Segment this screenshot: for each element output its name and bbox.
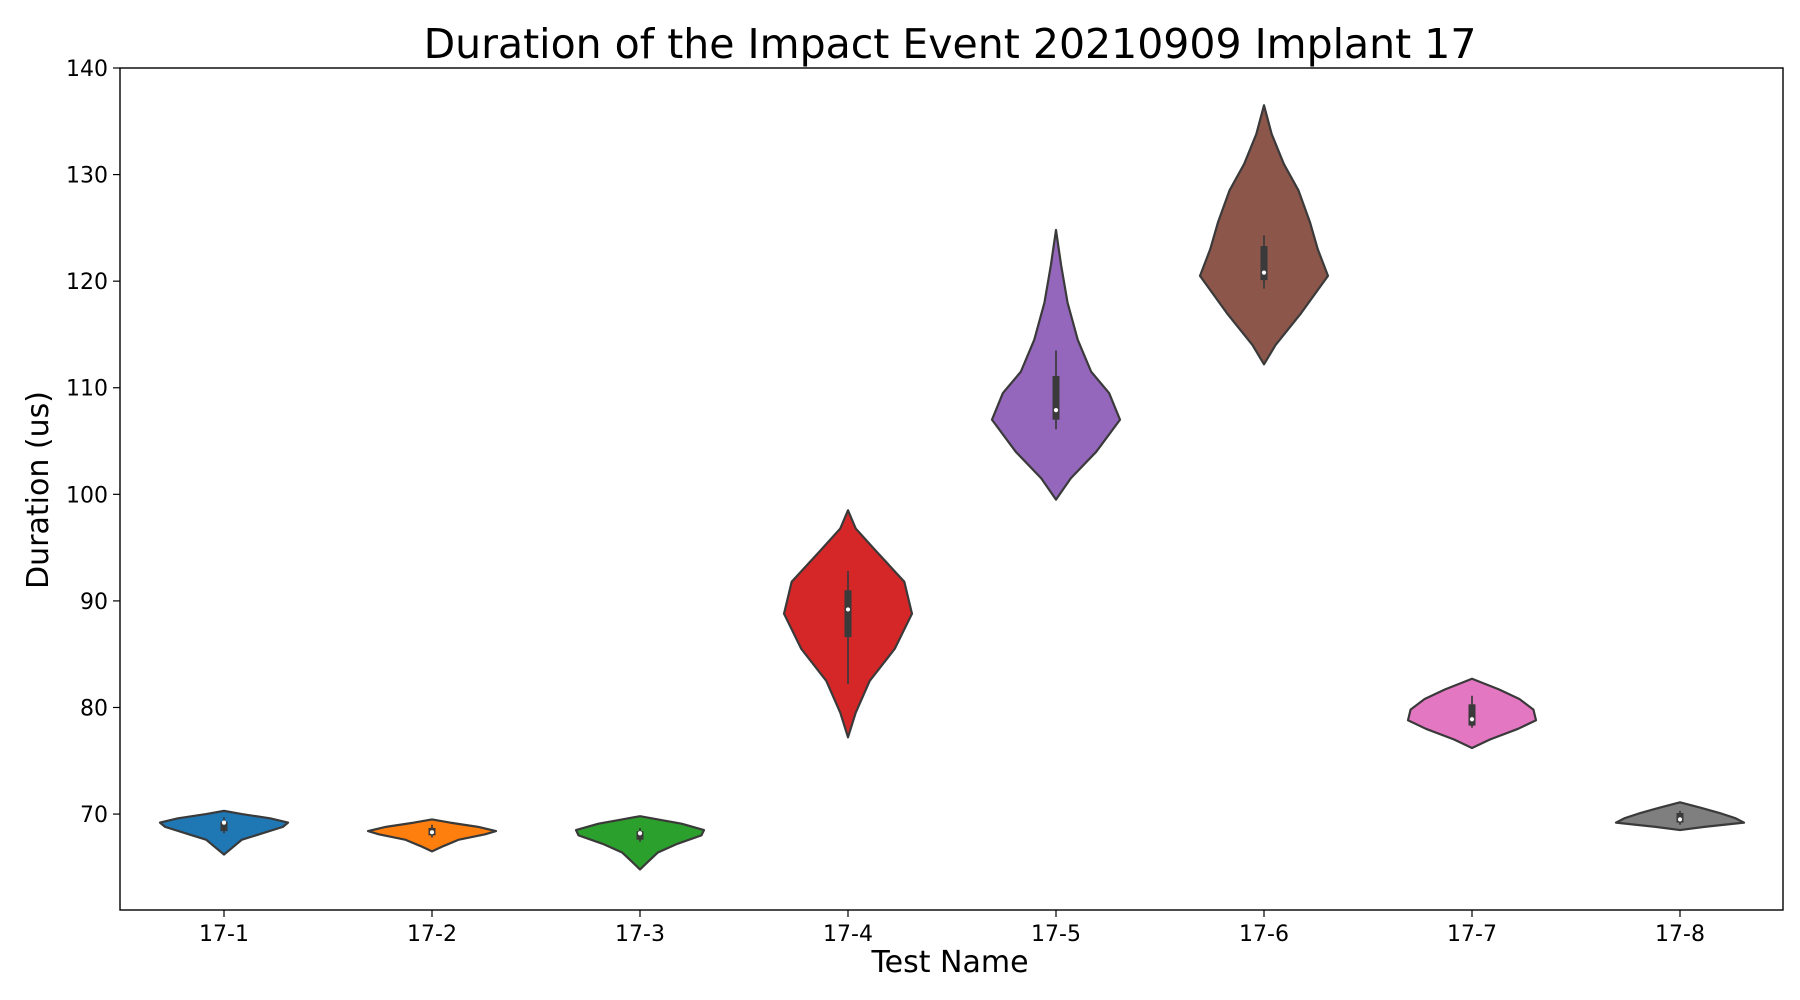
violin-median-17-8 [1677,817,1683,822]
plot-frame [119,67,1784,911]
violin-box-17-1 [220,821,228,832]
plot-area [119,67,1784,911]
violin-17-6 [1198,104,1330,366]
x-axis-label: Test Name [870,945,1028,980]
violin-box-17-4 [844,590,852,638]
violin-median-17-4 [845,607,851,612]
y-axis-label: Duration (us) [21,391,56,589]
violin-median-17-7 [1469,717,1475,722]
violin-median-17-3 [637,831,643,836]
violin-median-17-6 [1261,270,1267,275]
y-tick-label-80: 80 [80,696,108,721]
y-axis-ticks: 70 80 90 100 110 120 130 140 [66,57,120,828]
y-tick-label-130: 130 [66,164,108,189]
violin-17-3 [574,815,706,871]
violin-median-17-1 [221,820,227,825]
x-tick-label-17-2: 17-2 [407,922,457,947]
violin-box-17-7 [1468,704,1476,726]
chart-title: Duration of the Impact Event 20210909 Im… [424,20,1477,68]
x-tick-label-17-5: 17-5 [1031,922,1081,947]
y-tick-label-110: 110 [66,377,108,402]
y-tick-label-90: 90 [80,590,108,615]
violin-box-17-5 [1052,376,1060,420]
y-tick-label-100: 100 [66,483,108,508]
x-tick-label-17-1: 17-1 [199,922,249,947]
x-tick-label-17-4: 17-4 [823,922,873,947]
y-tick-label-140: 140 [66,57,108,82]
violin-box-17-3 [636,831,644,840]
x-tick-label-17-8: 17-8 [1655,922,1705,947]
y-tick-label-70: 70 [80,803,108,828]
violin-median-17-2 [429,830,435,835]
violin-box-17-6 [1260,245,1268,281]
violin-median-17-5 [1053,408,1059,413]
x-tick-label-17-7: 17-7 [1447,922,1497,947]
x-tick-label-17-3: 17-3 [615,922,665,947]
x-axis-ticks: 17-1 17-2 17-3 17-4 17-5 17-6 17-7 17-8 [199,910,1705,947]
x-tick-label-17-6: 17-6 [1239,922,1289,947]
y-tick-label-120: 120 [66,270,108,295]
